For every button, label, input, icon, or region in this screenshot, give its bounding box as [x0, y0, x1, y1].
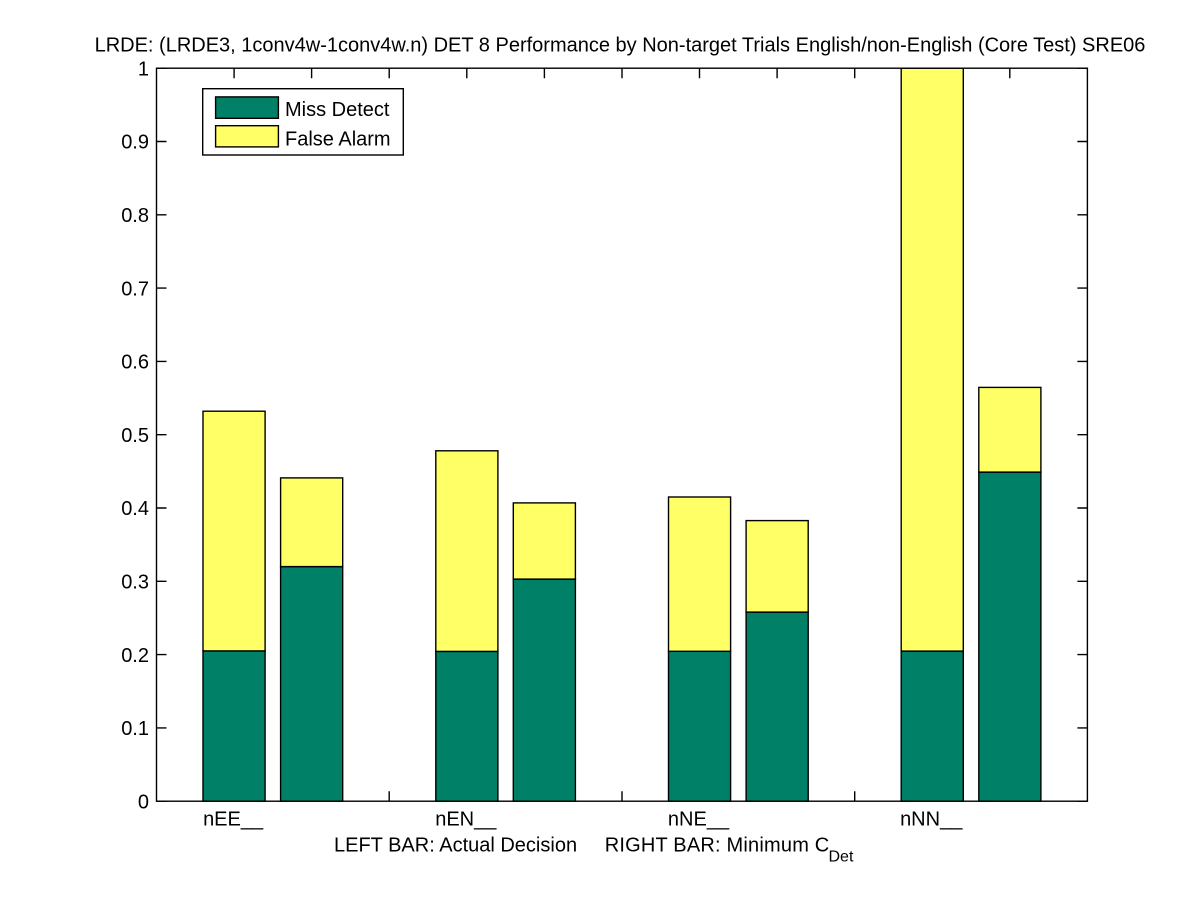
- svg-text:0.6: 0.6: [121, 352, 149, 374]
- svg-text:0: 0: [138, 791, 149, 813]
- svg-text:0.4: 0.4: [121, 498, 149, 520]
- svg-text:1: 1: [138, 58, 149, 80]
- svg-text:False Alarm: False Alarm: [285, 128, 391, 150]
- svg-text:0.9: 0.9: [121, 132, 149, 154]
- svg-text:LEFT BAR: Actual Decision: LEFT BAR: Actual Decision: [334, 835, 577, 857]
- svg-text:RIGHT BAR: Minimum C: RIGHT BAR: Minimum C: [605, 835, 830, 857]
- svg-text:nNE__: nNE__: [668, 808, 730, 830]
- svg-text:0.3: 0.3: [121, 572, 149, 594]
- svg-text:LRDE: (LRDE3, 1conv4w-1conv4w.: LRDE: (LRDE3, 1conv4w-1conv4w.n) DET 8 P…: [95, 35, 1146, 57]
- svg-text:0.7: 0.7: [121, 278, 149, 300]
- svg-text:0.1: 0.1: [121, 718, 149, 740]
- svg-text:0.8: 0.8: [121, 205, 149, 227]
- svg-text:nNN__: nNN__: [900, 808, 963, 830]
- svg-text:0.5: 0.5: [121, 425, 149, 447]
- svg-text:0.2: 0.2: [121, 645, 149, 667]
- svg-text:Det: Det: [829, 849, 854, 866]
- svg-text:Miss Detect: Miss Detect: [285, 99, 390, 121]
- svg-text:nEN__: nEN__: [435, 808, 497, 830]
- svg-text:nEE__: nEE__: [203, 808, 264, 830]
